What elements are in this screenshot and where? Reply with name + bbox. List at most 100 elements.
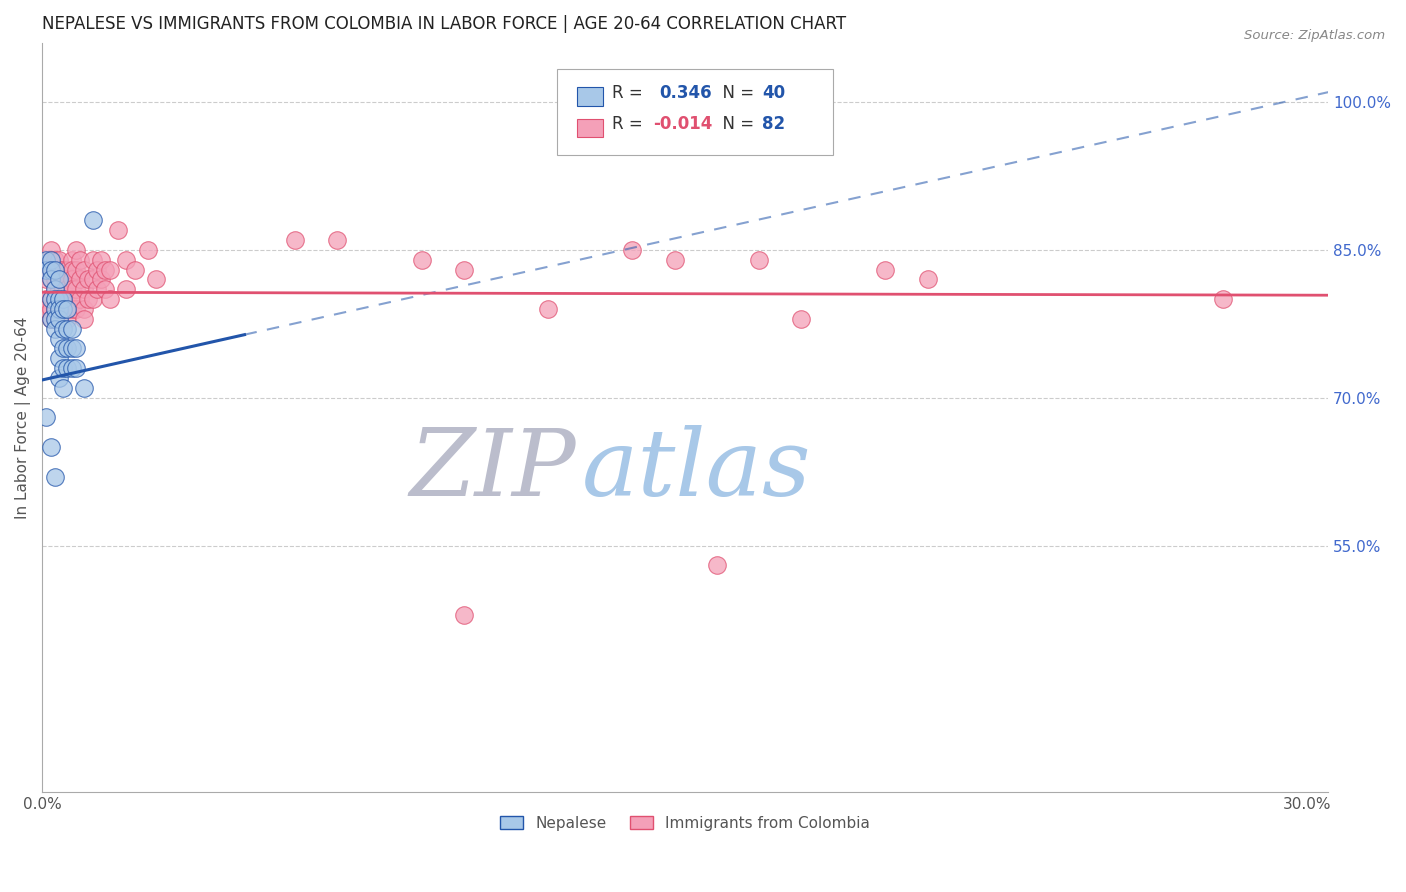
Point bbox=[52, 292, 75, 306]
Point bbox=[52, 361, 75, 376]
Point bbox=[48, 301, 70, 316]
Point bbox=[44, 252, 66, 267]
Point bbox=[39, 262, 62, 277]
Point bbox=[664, 252, 686, 267]
FancyBboxPatch shape bbox=[576, 119, 603, 137]
Point bbox=[56, 292, 79, 306]
Point bbox=[82, 252, 104, 267]
Point bbox=[98, 292, 121, 306]
Point bbox=[48, 351, 70, 366]
Point bbox=[48, 301, 70, 316]
Point bbox=[69, 252, 91, 267]
Point bbox=[875, 262, 897, 277]
Point bbox=[39, 311, 62, 326]
Point bbox=[52, 322, 75, 336]
Point bbox=[48, 292, 70, 306]
Point bbox=[56, 342, 79, 356]
Text: Source: ZipAtlas.com: Source: ZipAtlas.com bbox=[1244, 29, 1385, 42]
Point bbox=[60, 272, 83, 286]
Point bbox=[115, 252, 138, 267]
Point bbox=[73, 262, 96, 277]
Point bbox=[65, 262, 87, 277]
Point bbox=[56, 262, 79, 277]
Y-axis label: In Labor Force | Age 20-64: In Labor Force | Age 20-64 bbox=[15, 317, 31, 518]
Point bbox=[82, 272, 104, 286]
Point bbox=[537, 301, 560, 316]
Point bbox=[60, 361, 83, 376]
Text: R =: R = bbox=[612, 115, 648, 133]
Point bbox=[65, 301, 87, 316]
Point bbox=[52, 301, 75, 316]
Point bbox=[60, 322, 83, 336]
Point bbox=[82, 292, 104, 306]
Point bbox=[77, 292, 100, 306]
Point bbox=[56, 301, 79, 316]
Point bbox=[56, 361, 79, 376]
Point bbox=[748, 252, 770, 267]
Point bbox=[52, 292, 75, 306]
Text: -0.014: -0.014 bbox=[652, 115, 713, 133]
Text: 40: 40 bbox=[762, 84, 786, 102]
Point bbox=[52, 272, 75, 286]
Point bbox=[52, 342, 75, 356]
Point bbox=[44, 262, 66, 277]
Point bbox=[44, 282, 66, 296]
Point bbox=[69, 272, 91, 286]
Point bbox=[48, 252, 70, 267]
Point bbox=[52, 381, 75, 395]
Point bbox=[65, 282, 87, 296]
Point bbox=[39, 301, 62, 316]
Point bbox=[44, 292, 66, 306]
Point bbox=[82, 213, 104, 227]
Text: N =: N = bbox=[711, 84, 759, 102]
Point bbox=[35, 262, 58, 277]
Point bbox=[56, 311, 79, 326]
Point bbox=[44, 322, 66, 336]
Point bbox=[94, 282, 117, 296]
Point bbox=[107, 223, 129, 237]
Point bbox=[35, 292, 58, 306]
Text: R =: R = bbox=[612, 84, 652, 102]
Point bbox=[60, 301, 83, 316]
Text: ZIP: ZIP bbox=[409, 425, 576, 515]
Point bbox=[90, 252, 112, 267]
Point bbox=[706, 558, 728, 573]
Point bbox=[52, 262, 75, 277]
Point bbox=[48, 262, 70, 277]
Point bbox=[115, 282, 138, 296]
Point bbox=[44, 292, 66, 306]
Point bbox=[56, 322, 79, 336]
Point bbox=[39, 272, 62, 286]
Point bbox=[44, 311, 66, 326]
Point bbox=[60, 262, 83, 277]
Point bbox=[77, 272, 100, 286]
Point bbox=[94, 262, 117, 277]
Point bbox=[44, 301, 66, 316]
Point bbox=[44, 311, 66, 326]
Point bbox=[917, 272, 939, 286]
Point bbox=[39, 262, 62, 277]
Point bbox=[65, 243, 87, 257]
Point bbox=[73, 301, 96, 316]
Point bbox=[48, 332, 70, 346]
Point bbox=[124, 262, 146, 277]
Point bbox=[90, 272, 112, 286]
Text: N =: N = bbox=[711, 115, 759, 133]
FancyBboxPatch shape bbox=[576, 87, 603, 106]
Text: 82: 82 bbox=[762, 115, 786, 133]
Point bbox=[44, 469, 66, 483]
Point bbox=[35, 262, 58, 277]
Point bbox=[44, 272, 66, 286]
Point bbox=[326, 233, 349, 247]
Point bbox=[56, 282, 79, 296]
Point bbox=[39, 272, 62, 286]
Point bbox=[284, 233, 307, 247]
Point bbox=[621, 243, 644, 257]
Point bbox=[86, 262, 108, 277]
Point bbox=[39, 292, 62, 306]
Point bbox=[35, 272, 58, 286]
Point bbox=[453, 607, 475, 622]
Point bbox=[98, 262, 121, 277]
Text: NEPALESE VS IMMIGRANTS FROM COLOMBIA IN LABOR FORCE | AGE 20-64 CORRELATION CHAR: NEPALESE VS IMMIGRANTS FROM COLOMBIA IN … bbox=[42, 15, 846, 33]
Point bbox=[790, 311, 813, 326]
